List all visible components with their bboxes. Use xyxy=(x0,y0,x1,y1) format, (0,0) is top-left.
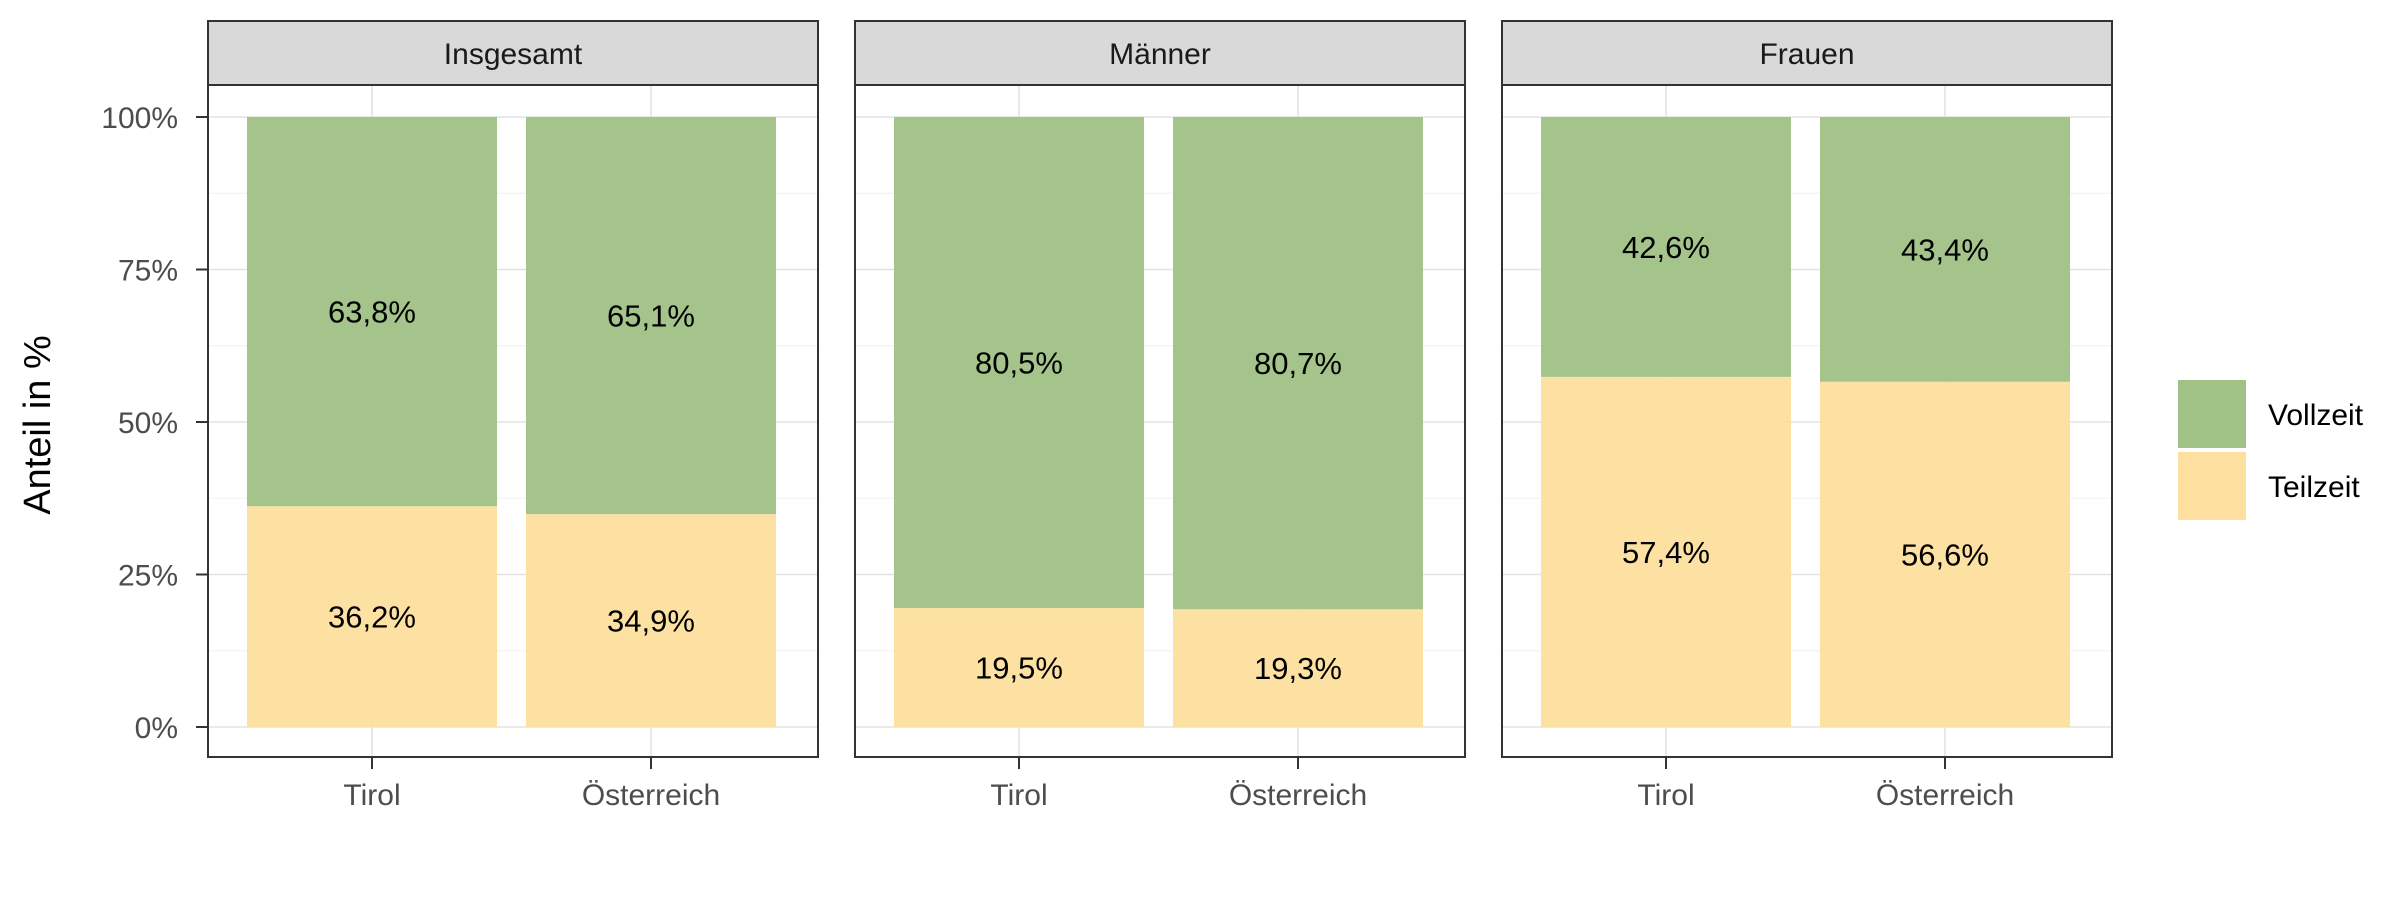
facet-title: Männer xyxy=(1109,38,1211,71)
bar-segment-teilzeit xyxy=(526,514,776,727)
x-tick-label: Österreich xyxy=(1876,779,2014,812)
bar-segment-vollzeit xyxy=(247,117,497,507)
y-axis-title: Anteil in % xyxy=(17,335,59,515)
facet-strip xyxy=(207,20,819,86)
bar-data-label: 19,3% xyxy=(1254,651,1342,686)
bar-segment-teilzeit xyxy=(894,608,1144,727)
bar-data-label: 34,9% xyxy=(607,604,695,639)
legend-label: Vollzeit xyxy=(2268,399,2364,432)
x-tick-label: Tirol xyxy=(343,779,400,812)
y-tick-label: 75% xyxy=(118,255,178,288)
bar-data-label: 65,1% xyxy=(607,299,695,334)
y-axis-ticks: 0% 25% 50% 75% 100% xyxy=(101,102,208,745)
bar-segment-vollzeit xyxy=(894,117,1144,609)
x-tick-label: Österreich xyxy=(1229,779,1367,812)
bar-segment-teilzeit xyxy=(247,506,497,727)
bar-data-label: 42,6% xyxy=(1622,230,1710,265)
x-tick-label: Tirol xyxy=(1637,779,1694,812)
facet-title: Insgesamt xyxy=(444,38,583,71)
bar-data-label: 57,4% xyxy=(1622,535,1710,570)
bar-data-label: 80,5% xyxy=(975,346,1063,381)
legend-key-teilzeit xyxy=(2178,452,2246,520)
bar-data-label: 36,2% xyxy=(328,600,416,635)
legend: Vollzeit Teilzeit xyxy=(2178,380,2364,520)
bar-data-label: 43,4% xyxy=(1901,232,1989,267)
x-tick-label: Österreich xyxy=(582,779,720,812)
legend-key-vollzeit xyxy=(2178,380,2246,448)
bars: 57,4% 42,6% 56,6% 43,4% xyxy=(1541,117,2070,727)
facet-panel: Frauen 57,4% 42,6% 56,6% 43,4% Tirol Österreic… xyxy=(1501,20,2113,812)
y-tick-label: 50% xyxy=(118,407,178,440)
bar-segment-teilzeit xyxy=(1820,381,2070,727)
legend-label: Teilzeit xyxy=(2268,471,2360,504)
bar-data-label: 80,7% xyxy=(1254,346,1342,381)
x-tick-label: Tirol xyxy=(990,779,1047,812)
facet-panel: Insgesamt 36,2% 63,8% 34,9% 65,1% Tirol Österr… xyxy=(207,20,819,812)
facet-title: Frauen xyxy=(1759,38,1854,71)
y-tick-label: 25% xyxy=(118,560,178,593)
bars: 19,5% 80,5% 19,3% 80,7% xyxy=(894,117,1423,727)
bar-segment-vollzeit xyxy=(526,117,776,515)
bar-segment-teilzeit xyxy=(1541,376,1791,727)
bar-data-label: 19,5% xyxy=(975,651,1063,686)
bar-data-label: 56,6% xyxy=(1901,537,1989,572)
y-tick-label: 100% xyxy=(101,102,178,135)
facet-panels: Insgesamt 36,2% 63,8% 34,9% 65,1% Tirol Österr… xyxy=(207,20,2113,812)
bar-data-label: 63,8% xyxy=(328,295,416,330)
bar-segment-vollzeit xyxy=(1820,117,2070,382)
facet-panel: Männer 19,5% 80,5% 19,3% 80,7% Tirol Österreic… xyxy=(854,20,1466,812)
bars: 36,2% 63,8% 34,9% 65,1% xyxy=(247,117,776,727)
bar-segment-vollzeit xyxy=(1541,117,1791,377)
panel-border xyxy=(207,84,819,758)
facet-strip xyxy=(854,20,1466,86)
panel-border xyxy=(1501,84,2113,758)
y-tick-label: 0% xyxy=(135,712,178,745)
bar-segment-vollzeit xyxy=(1173,117,1423,610)
panel-border xyxy=(854,84,1466,758)
bar-segment-teilzeit xyxy=(1173,609,1423,727)
